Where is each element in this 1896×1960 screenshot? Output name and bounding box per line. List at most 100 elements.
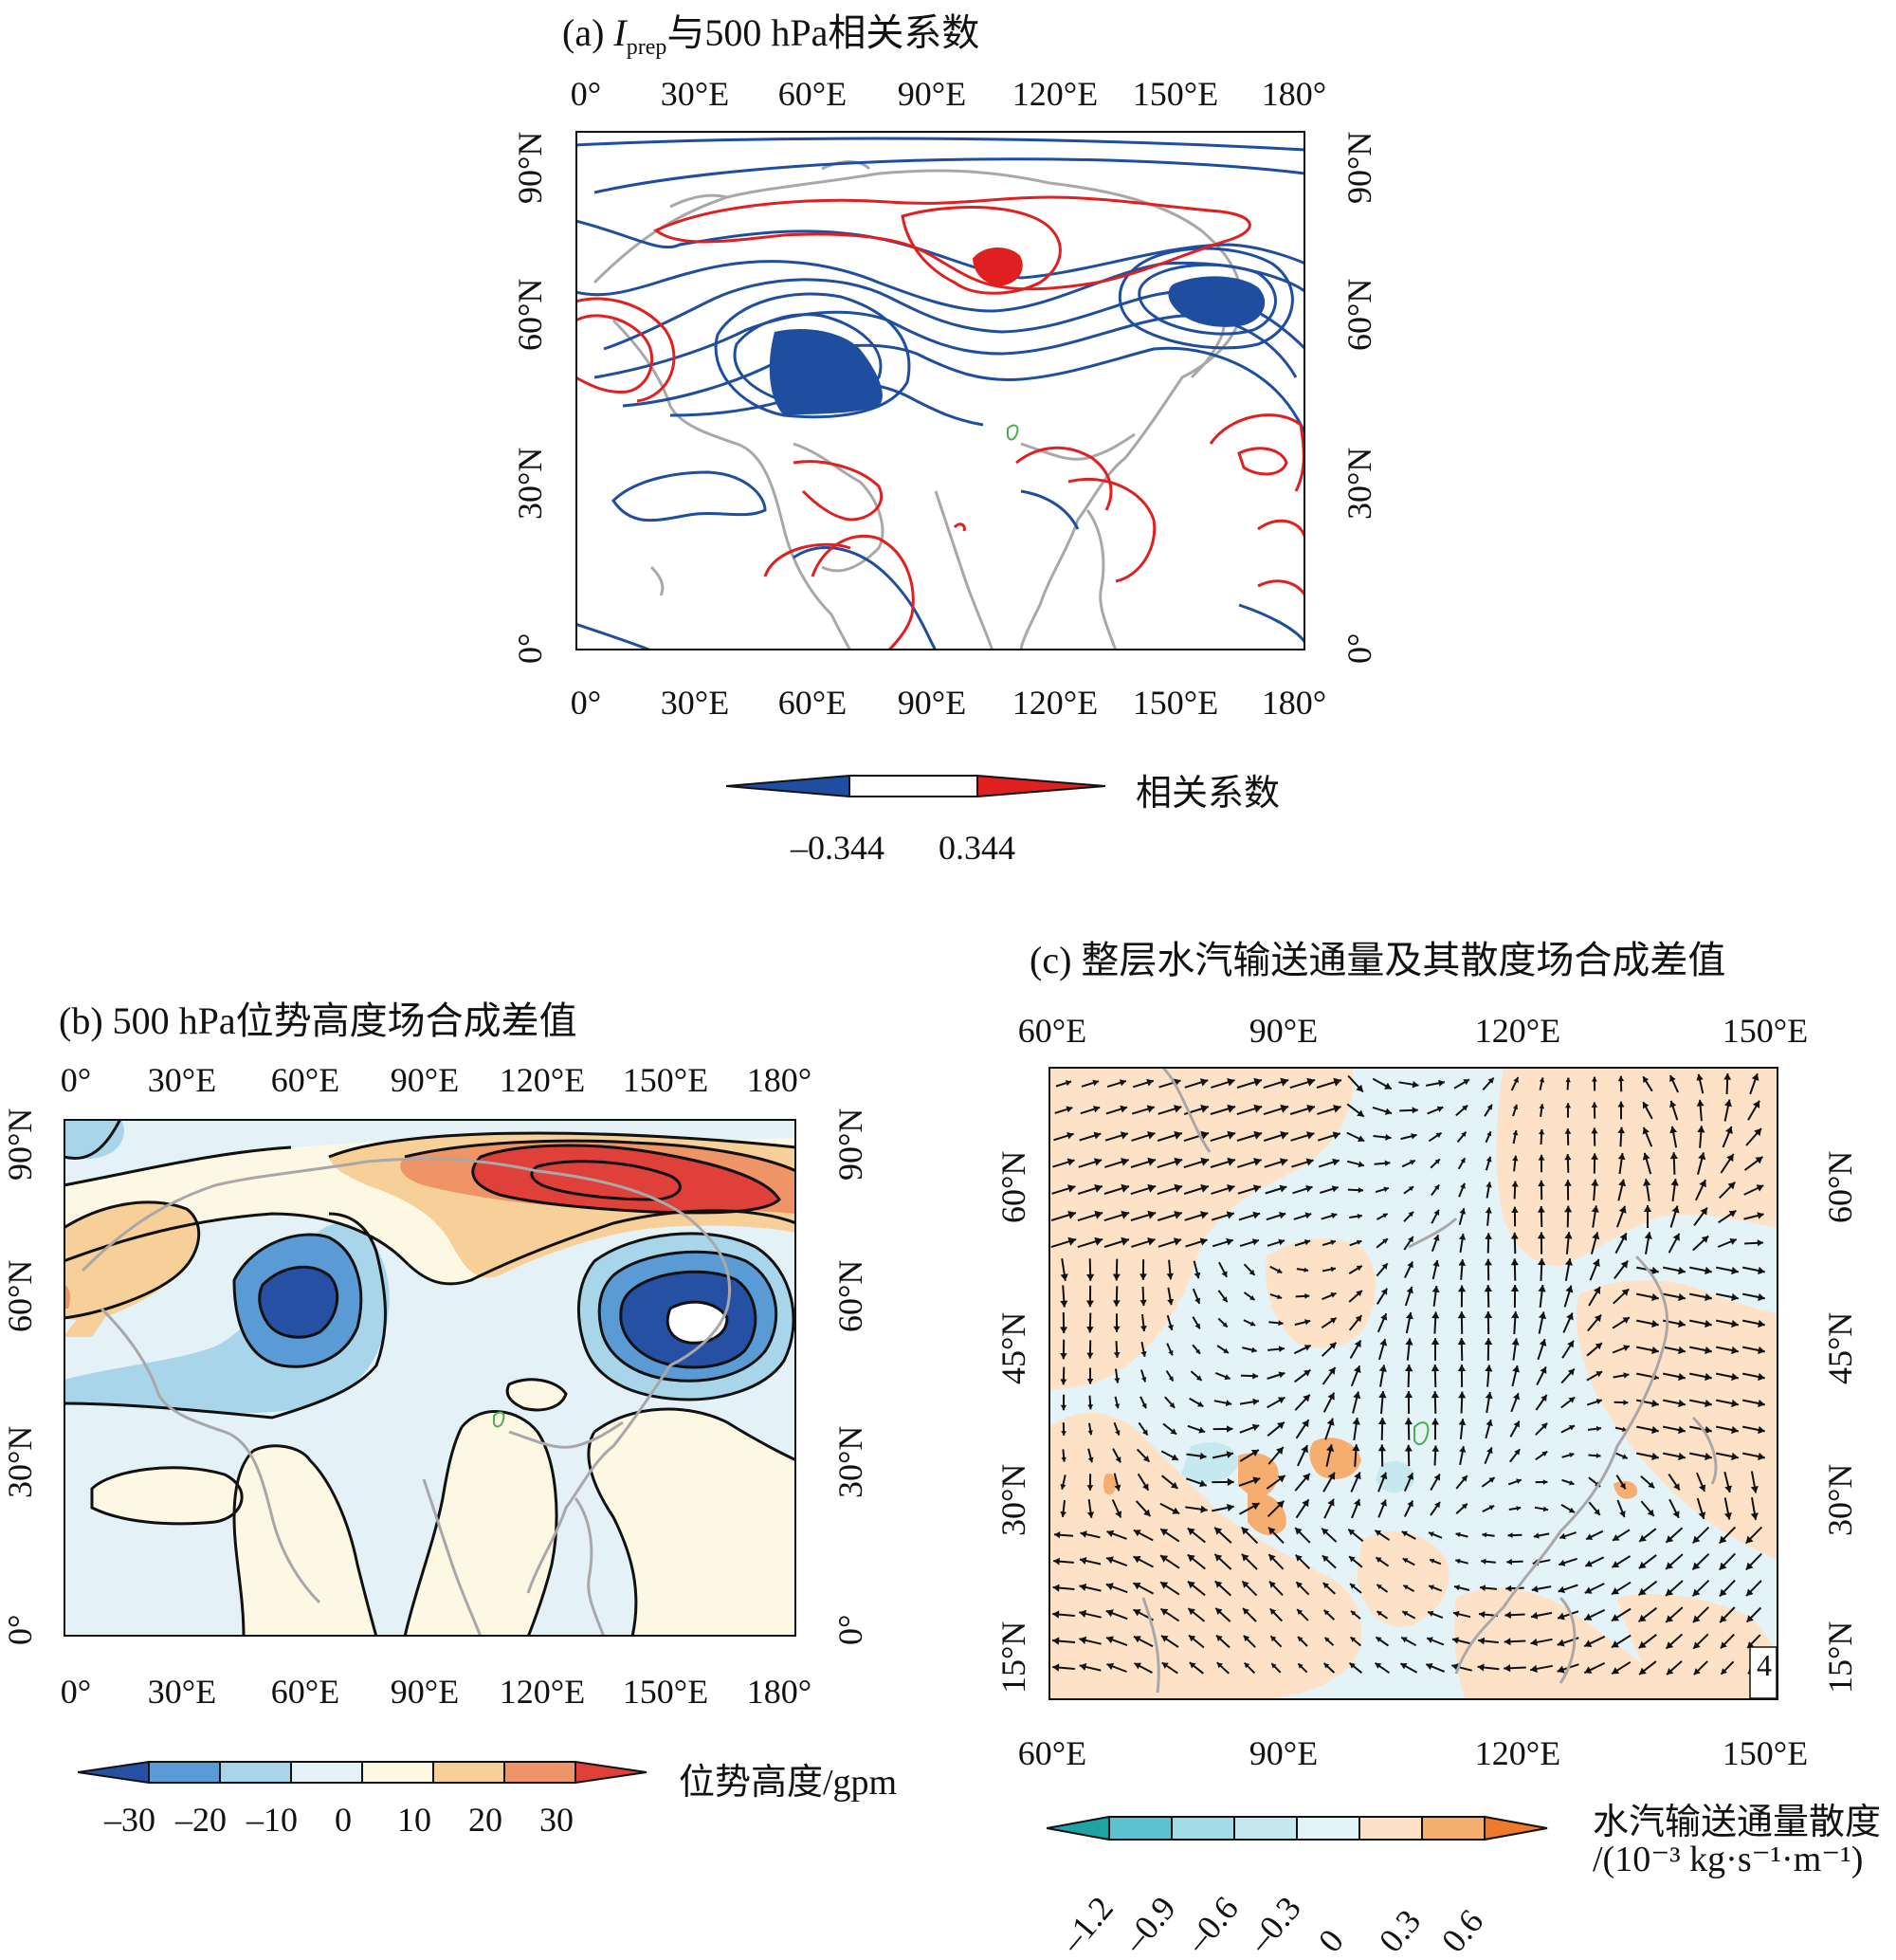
lon-tick-label: 90°E [391, 1060, 459, 1100]
lon-tick-label: 60°E [778, 74, 847, 114]
colorbar-segment [1485, 1817, 1547, 1840]
lon-tick-label: 150°E [1723, 1011, 1808, 1051]
colorbar-segment [575, 1762, 647, 1783]
panel-b-title: (b) 500 hPa位势高度场合成差值 [59, 990, 577, 1045]
panel-a-colorbar-label: 相关系数 [1136, 763, 1280, 815]
colorbar-value: –0.3 [1240, 1889, 1309, 1960]
lat-tick-label: 60°N [0, 1260, 40, 1332]
colorbar-value: 30 [539, 1800, 574, 1840]
panel-c-title: (c) 整层水汽输送通量及其散度场合成差值 [1030, 929, 1725, 984]
lon-tick-label: 60°E [1018, 1733, 1086, 1773]
lon-tick-label: 30°E [661, 74, 729, 114]
lon-tick-label: 120°E [1012, 74, 1098, 114]
colorbar-value: –0.9 [1115, 1889, 1184, 1960]
colorbar-value: –10 [246, 1800, 298, 1840]
lat-tick-label: 30°N [830, 1426, 870, 1498]
lon-tick-label: 60°E [271, 1060, 339, 1100]
lon-tick-label: 120°E [1475, 1733, 1560, 1773]
lon-tick-label: 180° [1262, 683, 1326, 723]
colorbar-segment [149, 1762, 220, 1783]
lat-tick-label: 30°N [1820, 1464, 1860, 1536]
lat-tick-label: 90°N [0, 1108, 40, 1181]
colorbar-segment [1234, 1817, 1297, 1840]
lat-tick-label: 15°N [1820, 1621, 1860, 1694]
colorbar-value: 0 [335, 1800, 352, 1840]
lon-tick-label: 0° [571, 74, 601, 114]
panel-c-map [1048, 1067, 1778, 1700]
colorbar-segment [220, 1762, 291, 1783]
lon-tick-label: 30°E [148, 1060, 216, 1100]
lon-tick-label: 150°E [623, 1060, 708, 1100]
colorbar-segment [78, 1762, 149, 1783]
colorbar-segment [1297, 1817, 1359, 1840]
colorbar-value: –20 [175, 1800, 227, 1840]
colorbar-value: –30 [104, 1800, 155, 1840]
lon-tick-label: 30°E [661, 683, 729, 723]
lon-tick-label: 180° [1262, 74, 1326, 114]
lon-tick-label: 120°E [1012, 683, 1098, 723]
lon-tick-label: 90°E [898, 683, 966, 723]
colorbar-segment [1109, 1817, 1172, 1840]
panel-a-colorbar-value: 0.344 [939, 828, 1015, 868]
colorbar-value: 20 [468, 1800, 502, 1840]
lon-tick-label: 90°E [898, 74, 966, 114]
lon-tick-label: 0° [571, 683, 601, 723]
colorbar-segment [433, 1762, 504, 1783]
colorbar-segment [291, 1762, 362, 1783]
colorbar-value: 10 [397, 1800, 431, 1840]
lon-tick-label: 150°E [1723, 1733, 1808, 1773]
lat-tick-label: 90°N [510, 132, 550, 204]
lat-tick-label: 45°N [1820, 1312, 1860, 1384]
lon-tick-label: 0° [61, 1060, 91, 1100]
lat-tick-label: 0° [830, 1615, 870, 1645]
colorbar-segment [362, 1762, 433, 1783]
lon-tick-label: 120°E [500, 1672, 585, 1712]
lon-tick-label: 90°E [1249, 1011, 1318, 1051]
colorbar-segment [1047, 1817, 1109, 1840]
colorbar-value: –0.6 [1177, 1889, 1247, 1960]
lon-tick-label: 150°E [1133, 683, 1218, 723]
lat-tick-label: 90°N [830, 1108, 870, 1181]
lat-tick-label: 60°N [1820, 1151, 1860, 1223]
panel-b-map [64, 1119, 796, 1637]
colorbar-value: 0.3 [1371, 1902, 1429, 1960]
lat-tick-label: 30°N [1340, 448, 1379, 520]
lon-tick-label: 90°E [1249, 1733, 1318, 1773]
lon-tick-label: 180° [747, 1060, 811, 1100]
lon-tick-label: 120°E [1475, 1011, 1560, 1051]
lat-tick-label: 0° [510, 633, 550, 664]
panel-a-map [575, 131, 1305, 650]
lat-tick-label: 60°N [830, 1260, 870, 1332]
panel-a-colorbar-value: –0.344 [791, 828, 884, 868]
lat-tick-label: 60°N [1340, 279, 1379, 351]
colorbar-segment [1172, 1817, 1234, 1840]
lat-tick-label: 15°N [994, 1621, 1033, 1694]
lat-tick-label: 30°N [994, 1464, 1033, 1536]
panel-b-colorbar-label: 位势高度/gpm [679, 1752, 897, 1804]
lon-tick-label: 60°E [1018, 1011, 1086, 1051]
lat-tick-label: 0° [0, 1615, 40, 1645]
lon-tick-label: 30°E [148, 1672, 216, 1712]
colorbar-segment [1422, 1817, 1485, 1840]
lat-tick-label: 0° [1340, 633, 1379, 664]
lat-tick-label: 60°N [994, 1151, 1033, 1223]
panel-a-title: (a) Iprep与500 hPa相关系数 [562, 2, 979, 61]
colorbar-segment [504, 1762, 575, 1783]
lon-tick-label: 150°E [623, 1672, 708, 1712]
lat-tick-label: 90°N [1340, 132, 1379, 204]
panel-a-colorbar [726, 775, 1105, 797]
lon-tick-label: 120°E [500, 1060, 585, 1100]
colorbar-value: 0.6 [1433, 1902, 1491, 1960]
panel-c-colorbar-label: 水汽输送通量散度 [1593, 1792, 1881, 1844]
panel-b-colorbar [78, 1760, 648, 1785]
panel-c-colorbar [1047, 1815, 1559, 1841]
colorbar-value: 0 [1310, 1921, 1352, 1960]
lon-tick-label: 150°E [1133, 74, 1218, 114]
panel-c-reference-vector-label: 4 [1757, 1648, 1772, 1683]
lon-tick-label: 0° [61, 1672, 91, 1712]
lon-tick-label: 60°E [778, 683, 847, 723]
colorbar-value: –1.2 [1052, 1889, 1121, 1960]
colorbar-segment [1359, 1817, 1422, 1840]
lon-tick-label: 90°E [391, 1672, 459, 1712]
lon-tick-label: 180° [747, 1672, 811, 1712]
